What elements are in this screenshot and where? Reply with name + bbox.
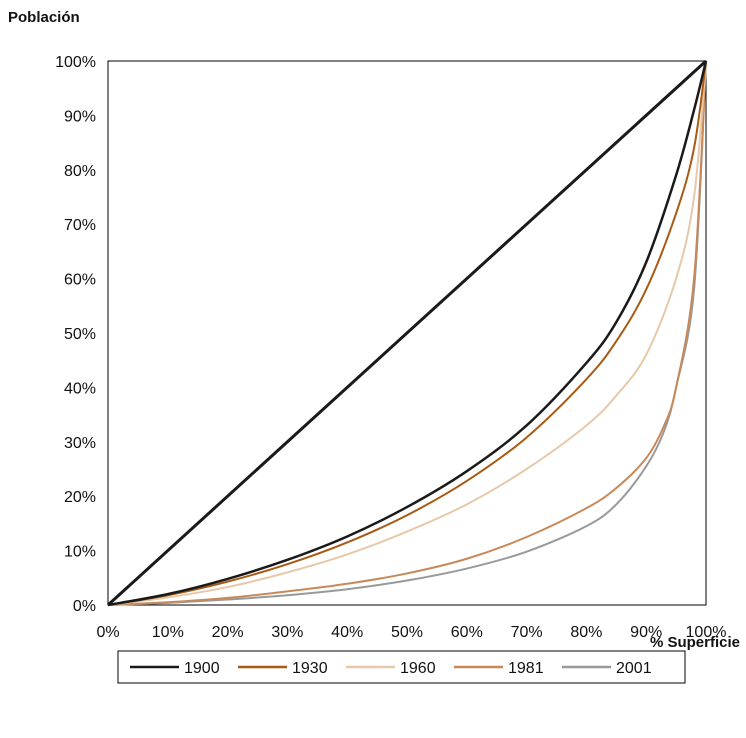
x-tick-label: 90% [630, 624, 662, 641]
x-tick-label: 60% [451, 624, 483, 641]
plot-area-frame [107, 60, 707, 606]
series-line-1981 [107, 60, 707, 606]
legend-label-1900: 1900 [184, 660, 220, 677]
x-tick-label: 80% [570, 624, 602, 641]
y-tick-label: 30% [64, 435, 96, 452]
x-axis: 0% 10% 20% 30% 40% 50% 60% 70% 80% 90% 100% [96, 624, 726, 641]
legend-label-1981: 1981 [508, 660, 544, 677]
legend-label-1930: 1930 [292, 660, 328, 677]
legend-label-1960: 1960 [400, 660, 436, 677]
x-tick-label: 50% [391, 624, 423, 641]
y-tick-label: 10% [64, 544, 96, 561]
y-tick-label: 50% [64, 326, 96, 343]
y-tick-label: 40% [64, 380, 96, 397]
y-tick-label: 0% [73, 598, 96, 615]
x-tick-label: 20% [212, 624, 244, 641]
x-tick-label: 10% [152, 624, 184, 641]
y-tick-label: 80% [64, 163, 96, 180]
series-line-1930 [107, 60, 707, 606]
y-tick-label: 100% [55, 54, 96, 71]
y-axis: 0% 10% 20% 30% 40% 50% 60% 70% 80% 90% 100% [55, 54, 96, 615]
series-line-1960 [107, 60, 707, 606]
y-tick-label: 90% [64, 108, 96, 125]
x-tick-label: 0% [96, 624, 119, 641]
series-lines [106, 59, 708, 607]
x-tick-label: 30% [271, 624, 303, 641]
y-tick-label: 60% [64, 272, 96, 289]
series-line-1900 [107, 60, 708, 607]
x-tick-label: 40% [331, 624, 363, 641]
y-tick-label: 20% [64, 489, 96, 506]
x-tick-label: 70% [511, 624, 543, 641]
y-axis-title: Población [8, 9, 80, 26]
x-axis-title: % Superficie [650, 634, 740, 651]
equality-diagonal-line [106, 59, 708, 607]
legend: 1900 1930 1960 1981 2001 [117, 650, 686, 684]
x-tick-label: 100% [686, 624, 727, 641]
legend-label-2001: 2001 [616, 660, 652, 677]
y-tick-label: 70% [64, 217, 96, 234]
